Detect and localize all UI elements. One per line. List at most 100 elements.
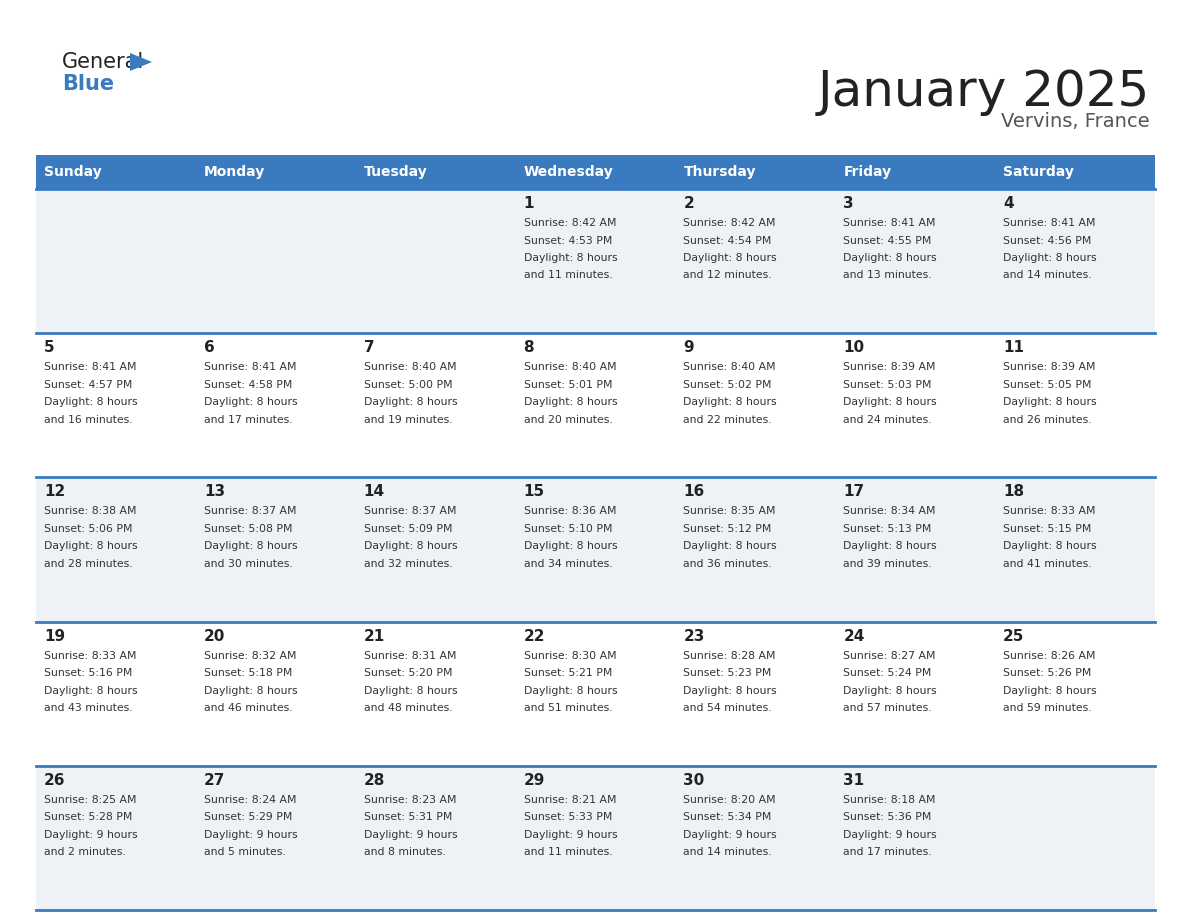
Text: Sunrise: 8:30 AM: Sunrise: 8:30 AM	[524, 651, 617, 661]
Text: 2: 2	[683, 196, 694, 211]
Text: Daylight: 8 hours: Daylight: 8 hours	[524, 686, 618, 696]
Text: 19: 19	[44, 629, 65, 644]
Text: Daylight: 8 hours: Daylight: 8 hours	[364, 686, 457, 696]
Text: Sunrise: 8:37 AM: Sunrise: 8:37 AM	[204, 507, 296, 517]
Text: 27: 27	[204, 773, 226, 788]
Text: Daylight: 8 hours: Daylight: 8 hours	[364, 397, 457, 408]
Text: Sunset: 5:23 PM: Sunset: 5:23 PM	[683, 668, 772, 678]
Text: Daylight: 9 hours: Daylight: 9 hours	[204, 830, 297, 840]
Text: Sunset: 5:10 PM: Sunset: 5:10 PM	[524, 524, 612, 534]
Text: 22: 22	[524, 629, 545, 644]
Text: 20: 20	[204, 629, 226, 644]
Text: and 34 minutes.: and 34 minutes.	[524, 559, 612, 569]
Text: and 22 minutes.: and 22 minutes.	[683, 415, 772, 425]
Text: Vervins, France: Vervins, France	[1001, 112, 1150, 131]
Text: Daylight: 8 hours: Daylight: 8 hours	[364, 542, 457, 552]
Text: Daylight: 8 hours: Daylight: 8 hours	[204, 542, 297, 552]
Text: 30: 30	[683, 773, 704, 788]
Text: Daylight: 9 hours: Daylight: 9 hours	[683, 830, 777, 840]
Text: Daylight: 8 hours: Daylight: 8 hours	[683, 253, 777, 263]
Text: Sunset: 5:08 PM: Sunset: 5:08 PM	[204, 524, 292, 534]
Text: Daylight: 8 hours: Daylight: 8 hours	[524, 542, 618, 552]
Text: 29: 29	[524, 773, 545, 788]
Text: Daylight: 8 hours: Daylight: 8 hours	[843, 542, 937, 552]
Text: Sunrise: 8:35 AM: Sunrise: 8:35 AM	[683, 507, 776, 517]
Bar	[516, 155, 676, 189]
Text: Sunset: 5:18 PM: Sunset: 5:18 PM	[204, 668, 292, 678]
Text: and 2 minutes.: and 2 minutes.	[44, 847, 126, 857]
Text: Sunrise: 8:23 AM: Sunrise: 8:23 AM	[364, 795, 456, 805]
Text: and 14 minutes.: and 14 minutes.	[683, 847, 772, 857]
Text: Tuesday: Tuesday	[364, 165, 428, 179]
Text: Sunset: 4:57 PM: Sunset: 4:57 PM	[44, 380, 132, 390]
Text: Sunset: 5:15 PM: Sunset: 5:15 PM	[1003, 524, 1092, 534]
Text: Sunrise: 8:40 AM: Sunrise: 8:40 AM	[683, 363, 776, 372]
Text: Sunset: 5:09 PM: Sunset: 5:09 PM	[364, 524, 453, 534]
Text: Sunrise: 8:40 AM: Sunrise: 8:40 AM	[364, 363, 456, 372]
Text: Sunrise: 8:31 AM: Sunrise: 8:31 AM	[364, 651, 456, 661]
Text: Sunset: 5:24 PM: Sunset: 5:24 PM	[843, 668, 931, 678]
Text: 16: 16	[683, 485, 704, 499]
Polygon shape	[129, 53, 152, 71]
Bar	[355, 155, 516, 189]
Text: Sunrise: 8:20 AM: Sunrise: 8:20 AM	[683, 795, 776, 805]
Text: and 20 minutes.: and 20 minutes.	[524, 415, 612, 425]
Text: Sunrise: 8:33 AM: Sunrise: 8:33 AM	[1003, 507, 1095, 517]
Text: Sunrise: 8:25 AM: Sunrise: 8:25 AM	[44, 795, 137, 805]
Text: 31: 31	[843, 773, 865, 788]
Text: and 11 minutes.: and 11 minutes.	[524, 847, 612, 857]
Text: 1: 1	[524, 196, 535, 211]
Text: Sunrise: 8:41 AM: Sunrise: 8:41 AM	[44, 363, 137, 372]
Text: Sunset: 4:53 PM: Sunset: 4:53 PM	[524, 236, 612, 245]
Text: Sunset: 5:31 PM: Sunset: 5:31 PM	[364, 812, 453, 823]
Text: Blue: Blue	[62, 74, 114, 94]
Text: and 26 minutes.: and 26 minutes.	[1003, 415, 1092, 425]
Text: Sunrise: 8:34 AM: Sunrise: 8:34 AM	[843, 507, 936, 517]
Text: Sunrise: 8:40 AM: Sunrise: 8:40 AM	[524, 363, 617, 372]
Text: Sunrise: 8:37 AM: Sunrise: 8:37 AM	[364, 507, 456, 517]
Text: Sunrise: 8:33 AM: Sunrise: 8:33 AM	[44, 651, 137, 661]
Bar	[36, 155, 196, 189]
Text: Sunrise: 8:42 AM: Sunrise: 8:42 AM	[683, 218, 776, 228]
Text: 5: 5	[44, 341, 55, 355]
Text: and 54 minutes.: and 54 minutes.	[683, 703, 772, 713]
Text: Daylight: 8 hours: Daylight: 8 hours	[44, 397, 138, 408]
Text: Daylight: 8 hours: Daylight: 8 hours	[1003, 542, 1097, 552]
Bar	[676, 155, 835, 189]
Text: January 2025: January 2025	[817, 68, 1150, 116]
Text: Sunset: 5:36 PM: Sunset: 5:36 PM	[843, 812, 931, 823]
Text: and 16 minutes.: and 16 minutes.	[44, 415, 133, 425]
Text: Sunset: 4:58 PM: Sunset: 4:58 PM	[204, 380, 292, 390]
Text: and 48 minutes.: and 48 minutes.	[364, 703, 453, 713]
Text: 24: 24	[843, 629, 865, 644]
Text: Sunrise: 8:21 AM: Sunrise: 8:21 AM	[524, 795, 617, 805]
Text: Sunset: 5:21 PM: Sunset: 5:21 PM	[524, 668, 612, 678]
Text: 6: 6	[204, 341, 215, 355]
Bar	[196, 155, 355, 189]
Text: Sunset: 5:28 PM: Sunset: 5:28 PM	[44, 812, 132, 823]
Text: and 17 minutes.: and 17 minutes.	[204, 415, 292, 425]
Text: Daylight: 9 hours: Daylight: 9 hours	[364, 830, 457, 840]
Text: Sunrise: 8:41 AM: Sunrise: 8:41 AM	[843, 218, 936, 228]
Text: 4: 4	[1003, 196, 1013, 211]
Text: and 28 minutes.: and 28 minutes.	[44, 559, 133, 569]
Text: 14: 14	[364, 485, 385, 499]
Text: and 59 minutes.: and 59 minutes.	[1003, 703, 1092, 713]
Text: Daylight: 8 hours: Daylight: 8 hours	[524, 253, 618, 263]
Text: Sunset: 5:12 PM: Sunset: 5:12 PM	[683, 524, 772, 534]
Text: 25: 25	[1003, 629, 1024, 644]
Text: 23: 23	[683, 629, 704, 644]
Text: Sunset: 5:16 PM: Sunset: 5:16 PM	[44, 668, 132, 678]
Text: Thursday: Thursday	[683, 165, 756, 179]
Text: Sunrise: 8:42 AM: Sunrise: 8:42 AM	[524, 218, 617, 228]
Text: and 41 minutes.: and 41 minutes.	[1003, 559, 1092, 569]
Text: Daylight: 8 hours: Daylight: 8 hours	[683, 397, 777, 408]
Text: Sunrise: 8:39 AM: Sunrise: 8:39 AM	[1003, 363, 1095, 372]
Text: Sunset: 5:13 PM: Sunset: 5:13 PM	[843, 524, 931, 534]
Text: Daylight: 8 hours: Daylight: 8 hours	[204, 397, 297, 408]
Text: Sunset: 5:34 PM: Sunset: 5:34 PM	[683, 812, 772, 823]
Bar	[36, 766, 1155, 910]
Text: 7: 7	[364, 341, 374, 355]
Text: and 19 minutes.: and 19 minutes.	[364, 415, 453, 425]
Text: Daylight: 8 hours: Daylight: 8 hours	[843, 397, 937, 408]
